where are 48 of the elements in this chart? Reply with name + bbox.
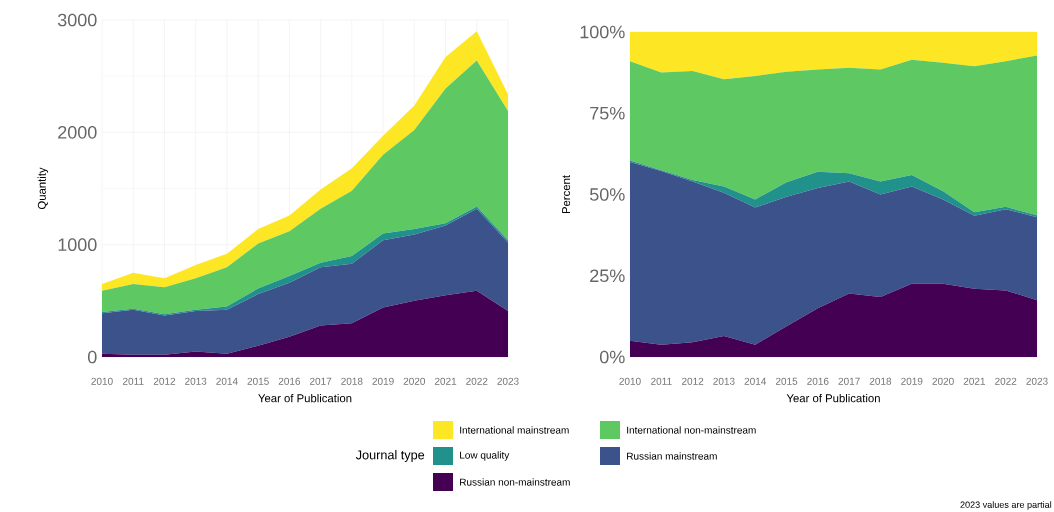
x-tick-label: 2021 [963,377,986,385]
y-tick-label: 0% [599,350,625,364]
y-tick-label: 0 [87,350,97,364]
y-tick-label: 2000 [58,125,97,139]
y-axis-title: Percent [562,175,571,214]
y-tick-label: 50% [589,188,625,201]
x-tick-label: 2016 [278,377,301,385]
legend-label: Russian mainstream [627,452,717,460]
x-tick-label: 2017 [838,377,860,385]
x-tick-label: 2020 [932,377,954,385]
x-tick-label: 2023 [1026,377,1048,385]
x-tick-label: 2015 [247,377,269,385]
x-tick-label: 2012 [682,377,704,385]
text: 2023 values are partial [960,501,1052,510]
x-tick-label: 2013 [185,377,207,385]
x-tick-label: 2022 [995,377,1017,385]
x-tick-label: 2017 [310,377,332,385]
x-tick-label: 2014 [744,377,767,385]
y-tick-label: 75% [590,106,625,120]
x-axis-title: Year of Publication [786,393,880,403]
x-tick-label: 2011 [122,377,144,385]
x-tick-label: 2014 [216,377,238,385]
legend-title: Journal type [355,450,425,462]
x-tick-label: 2010 [91,377,113,385]
x-tick-label: 2022 [466,377,488,385]
x-tick-label: 2023 [497,377,519,385]
y-tick-label: 25% [590,269,625,283]
x-tick-label: 2013 [713,377,735,385]
x-tick-label: 2020 [403,377,426,385]
legend-label: International mainstream [460,426,569,434]
x-tick-label: 2018 [869,377,892,385]
x-tick-label: 2019 [901,377,923,385]
x-tick-label: 2019 [372,377,394,385]
legend-label: International non-mainstream [627,426,756,434]
y-tick-label: 100% [580,25,625,39]
x-tick-label: 2018 [341,377,363,385]
y-axis-title: Quantity [37,167,49,210]
x-tick-label: 2016 [807,377,829,385]
x-axis-title: Year of Publication [258,393,352,403]
y-tick-label: 3000 [57,13,97,27]
x-tick-label: 2015 [775,377,798,385]
y-tick-label: 1000 [58,238,97,252]
x-tick-label: 2011 [651,377,672,385]
legend-label: Low quality [460,451,510,461]
x-tick-label: 2021 [434,377,457,385]
x-tick-label: 2012 [153,377,176,385]
legend-label: Russian non-mainstream [460,478,570,486]
x-tick-label: 2010 [619,377,641,385]
